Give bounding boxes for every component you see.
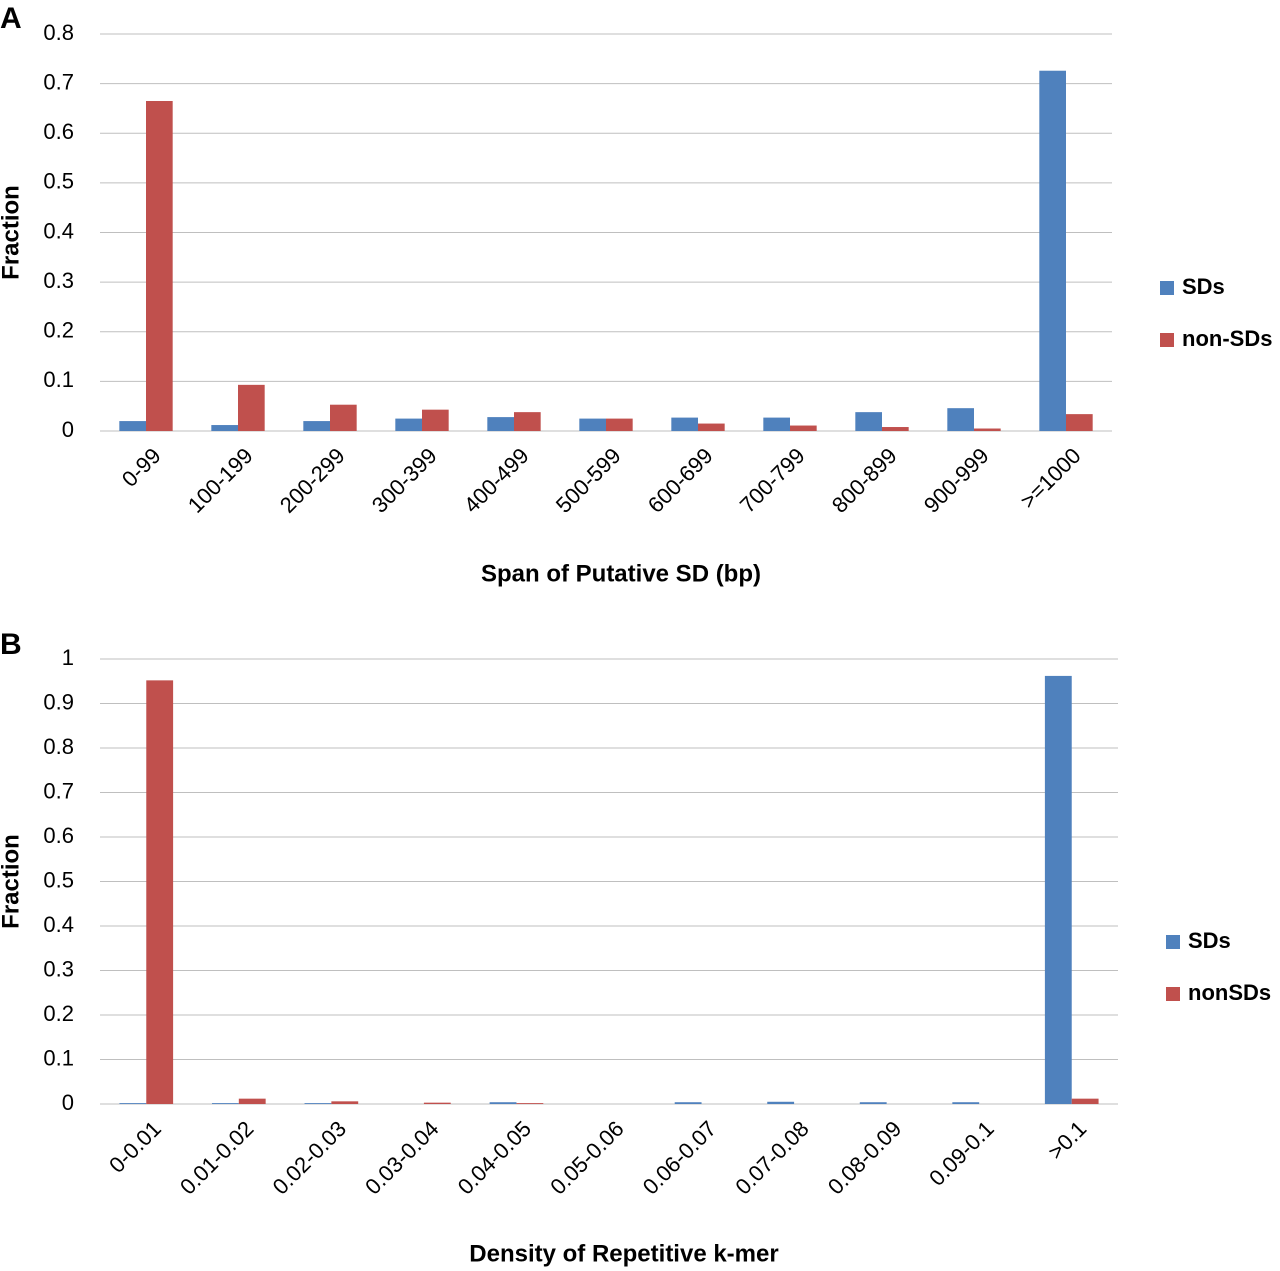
legend-swatch bbox=[1160, 333, 1174, 347]
x-tick-label: 100-199 bbox=[183, 443, 258, 518]
bar bbox=[1039, 70, 1066, 431]
legend-swatch bbox=[1166, 935, 1180, 949]
x-tick-label: 0.05-0.06 bbox=[545, 1116, 628, 1199]
x-tick-label: 0.08-0.09 bbox=[823, 1116, 906, 1199]
y-tick-label: 0.4 bbox=[43, 912, 74, 937]
x-tick-label: 500-599 bbox=[551, 443, 626, 518]
y-tick-label: 0.2 bbox=[43, 1001, 74, 1026]
bar bbox=[1044, 675, 1072, 1104]
bar bbox=[952, 1102, 980, 1104]
bar bbox=[395, 418, 422, 431]
legend-label: non-SDs bbox=[1182, 326, 1272, 351]
legend-label: SDs bbox=[1182, 274, 1225, 299]
y-axis-label: Fraction bbox=[0, 185, 24, 280]
panel-label: A bbox=[0, 2, 22, 35]
x-tick-label: 400-499 bbox=[459, 443, 534, 518]
bar bbox=[489, 1102, 517, 1104]
bar bbox=[146, 680, 174, 1104]
bar bbox=[487, 417, 514, 431]
x-tick-label: 0.02-0.03 bbox=[268, 1116, 351, 1199]
legend-label: nonSDs bbox=[1188, 980, 1271, 1005]
x-tick-label: 800-899 bbox=[827, 443, 902, 518]
bar bbox=[1066, 414, 1093, 431]
x-tick-label: 900-999 bbox=[919, 443, 994, 518]
bar bbox=[790, 425, 817, 431]
legend-swatch bbox=[1166, 987, 1180, 1001]
x-tick-label: 0.09-0.1 bbox=[924, 1116, 999, 1191]
x-tick-label: 0-0.01 bbox=[104, 1116, 166, 1178]
bar bbox=[671, 417, 698, 431]
bar bbox=[119, 1103, 147, 1104]
x-tick-label: 0-99 bbox=[117, 443, 166, 492]
y-tick-label: 0.1 bbox=[43, 367, 74, 392]
y-tick-label: 0.4 bbox=[43, 218, 74, 243]
bar bbox=[238, 384, 265, 431]
bar bbox=[146, 100, 173, 432]
bar bbox=[119, 421, 146, 431]
y-tick-label: 0.9 bbox=[43, 689, 74, 714]
bar bbox=[767, 1101, 795, 1104]
legend-swatch bbox=[1160, 281, 1174, 295]
x-tick-label: 0.01-0.02 bbox=[175, 1116, 258, 1199]
y-tick-label: 0.5 bbox=[43, 169, 74, 194]
panel-label: B bbox=[0, 628, 22, 661]
bar bbox=[303, 421, 330, 431]
y-tick-label: 0.2 bbox=[43, 318, 74, 343]
bar bbox=[1071, 1098, 1099, 1104]
bar bbox=[330, 404, 357, 431]
x-tick-label: >0.1 bbox=[1043, 1116, 1091, 1164]
x-tick-label: 0.06-0.07 bbox=[638, 1116, 721, 1199]
bar bbox=[859, 1102, 887, 1104]
bar bbox=[331, 1101, 359, 1104]
y-tick-label: 0 bbox=[62, 1090, 74, 1115]
y-tick-label: 0.6 bbox=[43, 119, 74, 144]
bar bbox=[855, 412, 882, 431]
y-tick-label: 0.3 bbox=[43, 956, 74, 981]
bar bbox=[698, 423, 725, 431]
bar bbox=[211, 1103, 239, 1104]
y-tick-label: 0.8 bbox=[43, 20, 74, 45]
bar bbox=[974, 428, 1001, 431]
y-tick-label: 0.7 bbox=[43, 69, 74, 94]
bar bbox=[422, 409, 449, 431]
x-tick-label: >=1000 bbox=[1015, 443, 1085, 513]
bar bbox=[947, 408, 974, 431]
bar bbox=[763, 417, 790, 431]
y-tick-label: 0.6 bbox=[43, 823, 74, 848]
bar bbox=[579, 418, 606, 431]
bar bbox=[514, 412, 541, 431]
x-tick-label: 700-799 bbox=[735, 443, 810, 518]
y-tick-label: 0 bbox=[62, 417, 74, 442]
y-tick-label: 0.3 bbox=[43, 268, 74, 293]
x-tick-label: 200-299 bbox=[275, 443, 350, 518]
legend-label: SDs bbox=[1188, 928, 1231, 953]
y-tick-label: 0.7 bbox=[43, 778, 74, 803]
bar bbox=[423, 1102, 451, 1104]
x-tick-label: 300-399 bbox=[367, 443, 442, 518]
x-axis-label: Span of Putative SD (bp) bbox=[481, 560, 761, 587]
bar bbox=[211, 425, 238, 431]
x-tick-label: 0.07-0.08 bbox=[730, 1116, 813, 1199]
y-tick-label: 0.5 bbox=[43, 867, 74, 892]
y-tick-label: 0.8 bbox=[43, 734, 74, 759]
x-axis-label: Density of Repetitive k-mer bbox=[469, 1240, 778, 1267]
y-axis-label: Fraction bbox=[0, 834, 24, 929]
x-tick-label: 0.03-0.04 bbox=[360, 1116, 443, 1199]
bar bbox=[238, 1098, 266, 1104]
bar bbox=[516, 1103, 544, 1104]
bar bbox=[882, 427, 909, 431]
y-tick-label: 1 bbox=[62, 645, 74, 670]
bar bbox=[606, 418, 633, 431]
x-tick-label: 600-699 bbox=[643, 443, 718, 518]
bar bbox=[304, 1103, 332, 1104]
x-tick-label: 0.04-0.05 bbox=[453, 1116, 536, 1199]
y-tick-label: 0.1 bbox=[43, 1045, 74, 1070]
bar bbox=[674, 1102, 702, 1104]
